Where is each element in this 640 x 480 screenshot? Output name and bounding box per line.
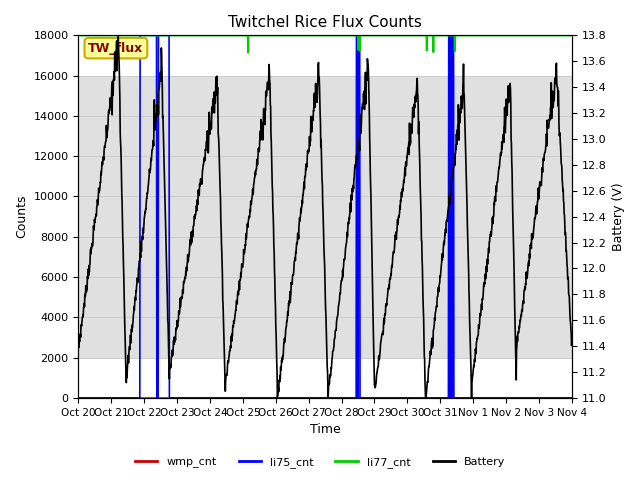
Text: TW_flux: TW_flux <box>88 42 143 55</box>
li77_cnt <box>442 33 449 38</box>
Battery <box>303 165 310 170</box>
Battery <box>152 116 160 122</box>
li77_cnt <box>152 33 159 38</box>
Title: Twitchel Rice Flux Counts: Twitchel Rice Flux Counts <box>228 15 422 30</box>
Battery <box>514 331 522 336</box>
li75_cnt <box>136 33 144 38</box>
li75_cnt <box>312 395 320 401</box>
Battery <box>568 340 576 346</box>
li75_cnt <box>152 33 160 38</box>
li77_cnt <box>303 33 310 38</box>
Bar <box>79 76 572 358</box>
wmp_cnt <box>303 395 310 401</box>
wmp_cnt <box>561 395 569 401</box>
li75_cnt <box>562 395 570 401</box>
Battery <box>562 248 570 254</box>
wmp_cnt <box>75 395 83 401</box>
Battery <box>422 397 429 403</box>
li75_cnt <box>442 395 449 401</box>
Line: li77_cnt: li77_cnt <box>79 36 572 53</box>
Battery <box>75 340 83 346</box>
X-axis label: Time: Time <box>310 423 340 436</box>
Line: Battery: Battery <box>79 36 572 400</box>
li77_cnt <box>514 33 522 38</box>
Line: li75_cnt: li75_cnt <box>79 36 572 398</box>
Y-axis label: Counts: Counts <box>15 195 28 239</box>
wmp_cnt <box>568 395 576 401</box>
li77_cnt <box>312 33 320 38</box>
li75_cnt <box>303 395 310 401</box>
li75_cnt <box>75 395 83 401</box>
li77_cnt <box>75 33 83 38</box>
li75_cnt <box>514 395 522 401</box>
Y-axis label: Battery (V): Battery (V) <box>612 182 625 251</box>
li77_cnt <box>562 33 570 38</box>
wmp_cnt <box>441 395 449 401</box>
li77_cnt <box>244 50 252 56</box>
li75_cnt <box>568 395 576 401</box>
Battery <box>312 92 320 98</box>
wmp_cnt <box>513 395 521 401</box>
li77_cnt <box>568 33 576 38</box>
Battery <box>115 34 122 39</box>
wmp_cnt <box>152 395 159 401</box>
wmp_cnt <box>312 395 319 401</box>
Battery <box>442 226 449 232</box>
Legend: wmp_cnt, li75_cnt, li77_cnt, Battery: wmp_cnt, li75_cnt, li77_cnt, Battery <box>131 452 509 472</box>
